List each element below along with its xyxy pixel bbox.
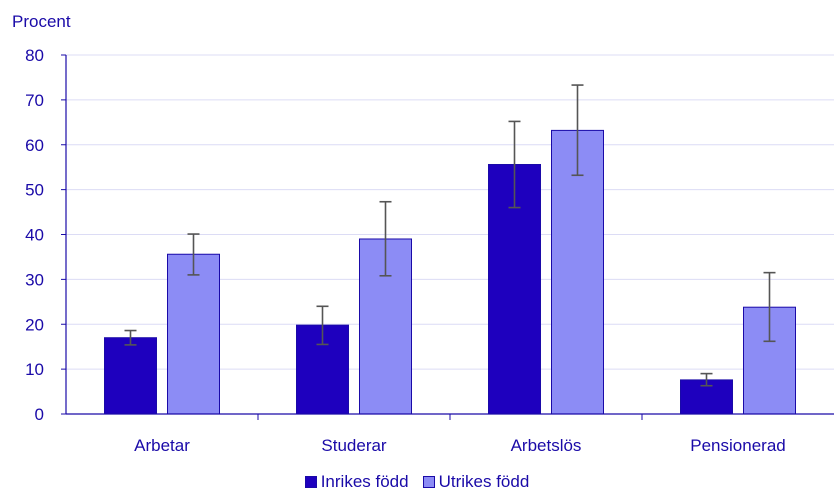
y-axis-title: Procent — [12, 12, 71, 31]
legend-label-inrikes: Inrikes född — [320, 472, 409, 491]
y-tick-label: 50 — [25, 181, 44, 200]
x-tick-label: Arbetar — [134, 436, 190, 455]
y-tick-label: 0 — [35, 405, 44, 424]
x-tick-label: Studerar — [321, 436, 387, 455]
y-tick-label: 60 — [25, 136, 44, 155]
x-tick-label: Pensionerad — [690, 436, 785, 455]
legend-swatch-utrikes — [422, 476, 435, 488]
y-tick-label: 30 — [25, 270, 44, 289]
y-tick-labels: 0 10 20 30 40 50 60 70 80 — [25, 46, 66, 424]
y-tick-label: 70 — [25, 91, 44, 110]
bar-utrikes — [551, 129, 604, 415]
bar-utrikes — [167, 253, 220, 415]
y-tick-label: 40 — [25, 226, 44, 245]
bar-inrikes — [104, 337, 157, 415]
legend: Inrikes född Utrikes född — [0, 470, 834, 494]
legend-label-utrikes: Utrikes född — [438, 472, 530, 491]
legend-item-utrikes: Utrikes född — [422, 472, 530, 492]
legend-item-inrikes: Inrikes född — [304, 472, 409, 492]
x-tick-labels: Arbetar Studerar Arbetslös Pensionerad — [134, 436, 786, 455]
bar-chart: Procent 0 10 20 30 40 50 60 70 80 Arbetar Studera… — [12, 12, 834, 455]
x-tick-label: Arbetslös — [511, 436, 582, 455]
bars — [104, 129, 796, 415]
y-tick-label: 20 — [25, 315, 44, 334]
y-tick-label: 10 — [25, 360, 44, 379]
error-bars — [124, 84, 776, 387]
axes — [65, 55, 834, 420]
y-tick-label: 80 — [25, 46, 44, 65]
legend-swatch-inrikes — [304, 476, 317, 488]
